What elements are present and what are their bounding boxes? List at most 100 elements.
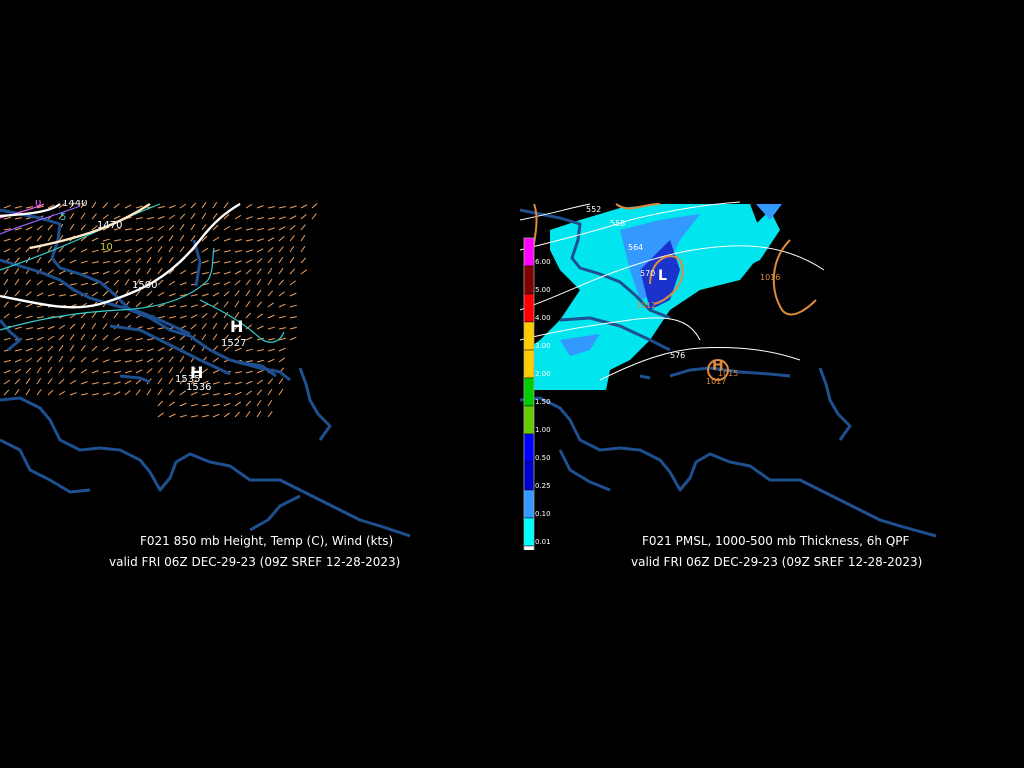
wind-barb: [91, 345, 98, 352]
wind-barb: [168, 356, 174, 363]
right-coastline-layer: [520, 208, 937, 538]
left-map-labels: 1440 1470 1500 0 5 10 H 1527 H 1535 1536: [35, 200, 246, 393]
wind-barb: [58, 378, 65, 385]
wind-barb: [36, 326, 44, 330]
high-pressure-symbol: H: [230, 317, 243, 336]
wind-barb: [47, 366, 53, 374]
wind-barb: [245, 380, 253, 385]
wind-barb: [80, 323, 86, 330]
wind-barb: [311, 213, 317, 220]
wind-barb: [69, 223, 75, 231]
wind-barb: [14, 314, 22, 319]
legend-swatch: [523, 377, 535, 407]
wind-barb: [223, 346, 230, 352]
wind-barb: [3, 359, 11, 363]
wind-barb: [124, 348, 132, 352]
wind-barb: [157, 246, 163, 253]
wind-barb: [223, 301, 229, 308]
wind-barb: [157, 377, 163, 385]
secondary-high-symbol: H: [190, 363, 203, 382]
wind-barb: [91, 261, 99, 264]
wind-barb: [69, 212, 75, 220]
wind-barb: [157, 400, 164, 407]
wind-barb: [212, 272, 220, 275]
wind-barb: [267, 314, 275, 319]
wind-barb: [157, 235, 164, 242]
wind-barb: [91, 281, 99, 286]
wind-barb: [168, 316, 176, 319]
wind-barb: [80, 345, 86, 352]
wind-barb: [201, 392, 209, 396]
wind-barb: [267, 267, 273, 275]
wind-barb: [201, 323, 207, 330]
wind-barb: [135, 290, 141, 297]
wind-barb: [256, 313, 263, 319]
wind-barb: [47, 224, 53, 231]
wind-barb: [234, 260, 242, 264]
wind-barb: [91, 271, 99, 275]
wind-barb: [245, 289, 251, 297]
wind-barb: [245, 312, 252, 319]
wind-barb: [91, 225, 98, 231]
wind-barb: [3, 337, 11, 341]
wind-barb: [179, 282, 187, 286]
wind-barb: [168, 304, 176, 308]
wind-barb: [278, 388, 284, 396]
legend-swatch: [523, 517, 535, 547]
wind-barb: [47, 281, 55, 286]
wind-barb: [80, 224, 86, 231]
wind-barb: [245, 410, 251, 418]
wind-barb: [300, 204, 308, 209]
wind-barb: [102, 290, 109, 297]
wind-barb: [91, 381, 99, 385]
legend-swatch: [523, 545, 535, 550]
wind-barb: [245, 360, 253, 363]
wind-barb: [58, 390, 66, 396]
wind-barb: [25, 291, 32, 297]
wind-barb: [157, 357, 164, 363]
height-value-1535: 1535: [175, 374, 200, 385]
wind-barb: [245, 400, 252, 407]
wind-barb: [201, 212, 207, 220]
wind-barb: [179, 246, 185, 253]
wind-barb: [245, 249, 253, 253]
wind-barb: [256, 410, 262, 418]
wind-barb: [234, 300, 240, 308]
wind-barb: [223, 281, 231, 286]
wind-barb: [256, 228, 264, 231]
wind-barb: [201, 260, 209, 264]
wind-barb: [300, 257, 307, 264]
wind-barb: [146, 388, 152, 396]
wind-barb: [300, 269, 307, 275]
wind-barb: [36, 205, 44, 209]
wind-barb: [267, 290, 274, 297]
wind-barb: [58, 270, 66, 275]
wind-barb: [267, 217, 275, 220]
wind-barb: [135, 349, 143, 352]
wind-barb: [3, 389, 10, 396]
wind-barb: [212, 322, 218, 330]
wind-barb: [223, 225, 231, 231]
wind-barb: [25, 367, 32, 374]
wind-barb: [3, 301, 9, 308]
wind-barb: [102, 382, 110, 385]
wind-barb: [212, 333, 218, 341]
wind-barb: [58, 246, 64, 253]
wind-barb: [212, 249, 220, 253]
wind-barb: [80, 201, 86, 209]
wind-barb: [245, 269, 252, 275]
wind-barb: [157, 315, 165, 319]
wind-barb: [80, 368, 88, 374]
wind-barb: [25, 246, 31, 253]
wind-barb: [135, 369, 143, 374]
wind-barb: [212, 369, 220, 374]
wind-barb: [102, 370, 110, 374]
wind-barb: [80, 282, 88, 286]
left-caption-title: F021 850 mb Height, Temp (C), Wind (kts): [140, 534, 394, 548]
wind-barb: [113, 215, 121, 220]
wind-barb: [168, 413, 176, 418]
wind-barb: [190, 202, 197, 209]
legend-label: 1.50: [535, 398, 551, 406]
wind-barb: [124, 238, 132, 242]
legend-border: [523, 237, 535, 550]
